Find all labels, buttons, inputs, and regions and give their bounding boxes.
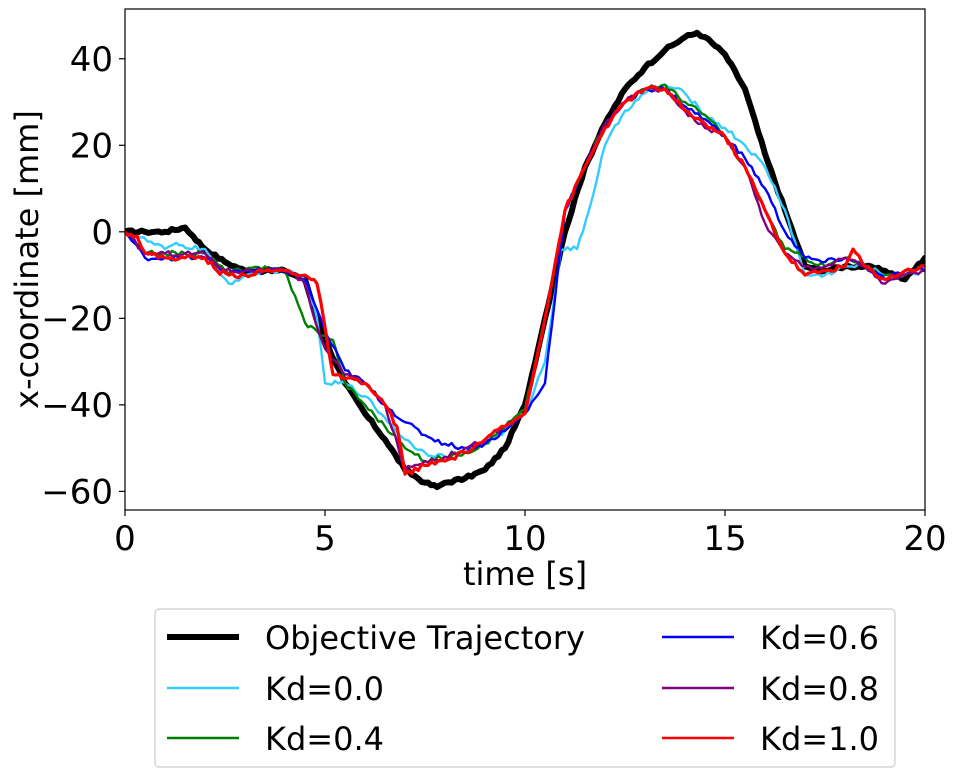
y-axis: 40 20 0 −20 −40 −60 [41,40,125,512]
x-tick-label: 15 [703,519,746,559]
y-tick-label: 40 [70,40,113,80]
x-axis: 0 5 10 15 20 [114,510,947,559]
x-tick-label: 20 [903,519,946,559]
legend: Objective Trajectory Kd=0.0 Kd=0.4 Kd=0.6 Kd… [154,608,896,768]
legend-label-objective-trajectory: Objective Trajectory [265,619,585,657]
y-tick-label: −20 [41,299,113,339]
x-tick-label: 10 [503,519,546,559]
y-tick-label: −60 [41,472,113,512]
y-tick-label: 0 [91,213,113,253]
y-axis-label: x-coordinate [mm] [8,110,46,409]
legend-label-kd-0-4: Kd=0.4 [265,720,384,758]
legend-label-kd-1-0: Kd=1.0 [760,720,879,758]
legend-label-kd-0-6: Kd=0.6 [760,619,879,657]
series-line-objective-trajectory [125,29,925,491]
y-tick-label: −40 [41,386,113,426]
series-line-kd-1-0 [125,85,925,476]
legend-label-kd-0-0: Kd=0.0 [265,670,384,708]
x-axis-label: time [s] [463,555,587,593]
x-tick-label: 0 [114,519,136,559]
legend-box [154,608,896,768]
series-lines [125,29,925,491]
legend-label-kd-0-8: Kd=0.8 [760,670,879,708]
x-tick-label: 5 [314,519,336,559]
y-tick-label: 20 [70,126,113,166]
